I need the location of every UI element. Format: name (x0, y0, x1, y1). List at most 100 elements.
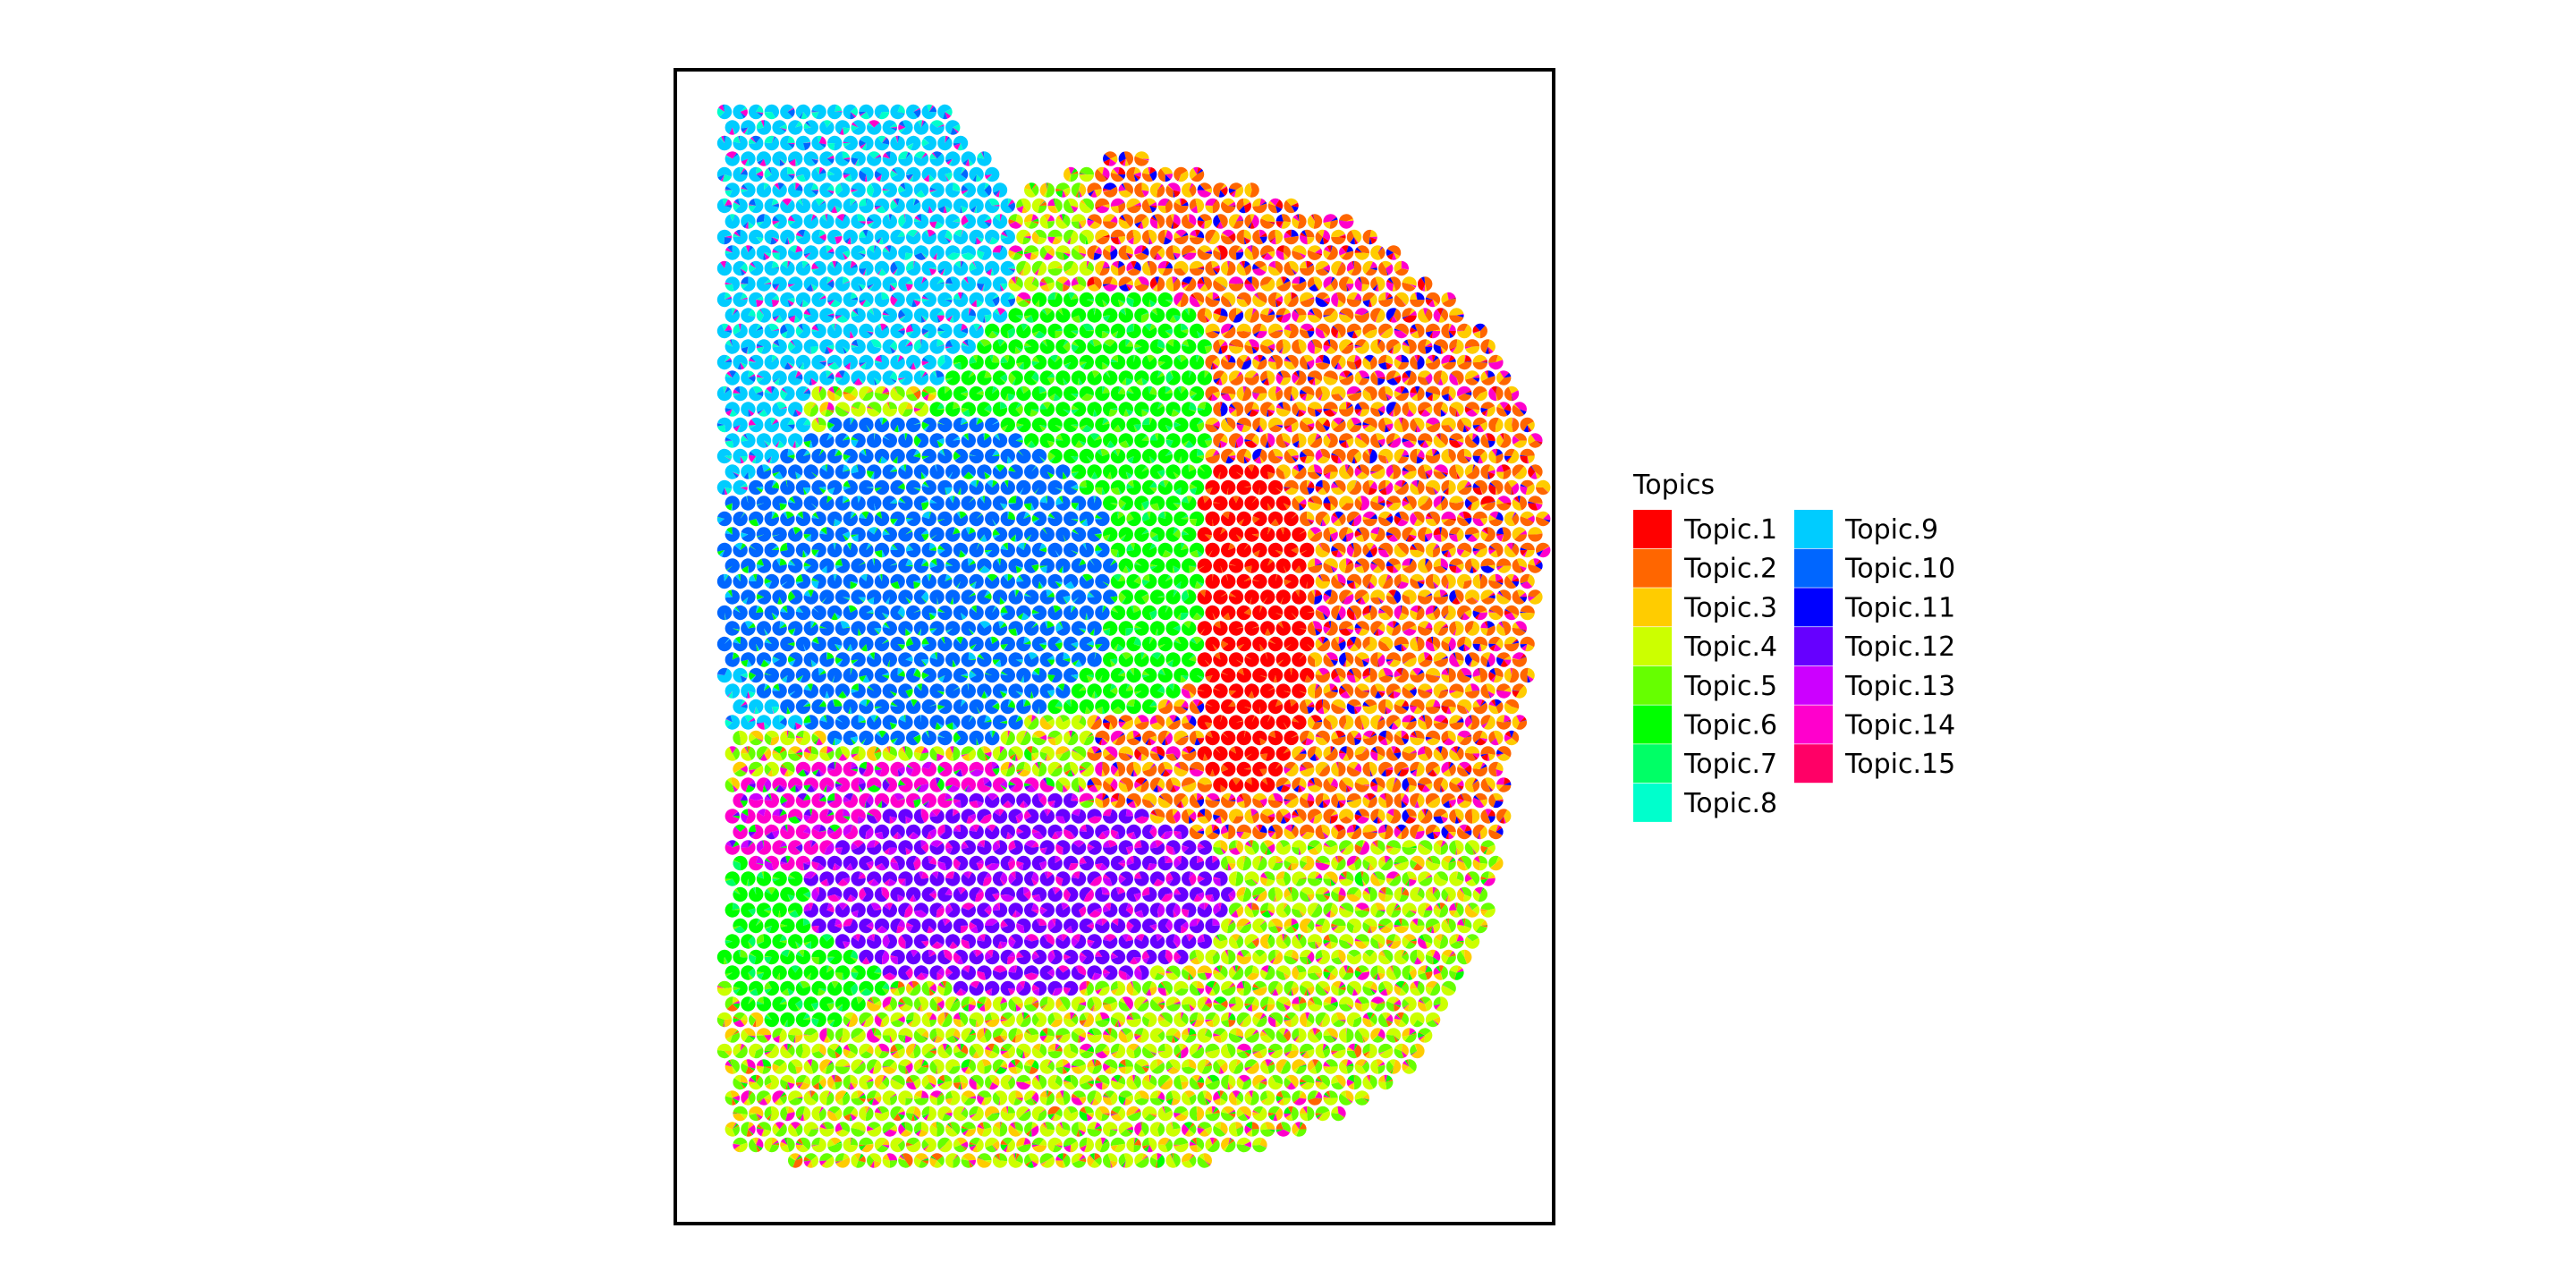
spot-pie (937, 104, 953, 120)
spot-slice (1021, 206, 1029, 214)
spot-slice (1228, 201, 1236, 206)
spot-pie (898, 402, 913, 417)
spot-slice (1148, 229, 1157, 244)
spot-slice (810, 190, 818, 196)
spot-pie (1063, 198, 1079, 214)
spot-pie (741, 245, 756, 260)
spot-pie (1165, 276, 1181, 292)
spot-pie (756, 308, 772, 323)
spot-slice (937, 104, 952, 119)
spot-pie (921, 135, 936, 151)
spot-slice (1023, 214, 1034, 223)
spot-pie (992, 402, 1008, 417)
spot-pie (1449, 402, 1464, 417)
spot-slice (1165, 245, 1175, 260)
spot-slice (962, 190, 969, 197)
spot-slice (740, 268, 747, 275)
spot-pie (1307, 433, 1323, 448)
spot-pie (1110, 166, 1126, 182)
spot-slice (738, 136, 741, 143)
spot-slice (787, 106, 794, 112)
spot-slice (832, 260, 836, 268)
spot-pie (905, 479, 921, 496)
spot-slice (1228, 188, 1236, 194)
spot-pie (977, 245, 992, 260)
spot-slice (771, 199, 779, 206)
spot-pie (1079, 292, 1094, 308)
spot-slice (859, 104, 874, 119)
spot-pie (1221, 198, 1236, 214)
spot-pie (1496, 402, 1512, 417)
spot-slice (724, 204, 733, 208)
spot-slice (1157, 183, 1164, 191)
spot-pie (756, 276, 772, 292)
spot-slice (1212, 268, 1218, 275)
spot-pie (826, 166, 843, 182)
spot-pie (1095, 292, 1110, 308)
spot-slice (835, 260, 839, 268)
spot-slice (992, 245, 1002, 253)
spot-pie (906, 229, 921, 245)
spot-slice (771, 237, 779, 242)
spot-pie (1031, 292, 1047, 308)
spot-slice (874, 104, 890, 118)
spot-pie (1378, 417, 1394, 433)
spot-slice (1023, 464, 1039, 479)
spot-pie (803, 402, 819, 417)
spot-pie (977, 308, 992, 323)
spot-slice (742, 276, 756, 292)
spot-slice (913, 107, 920, 112)
spot-pie (961, 339, 976, 354)
spot-pie (1331, 417, 1346, 433)
spot-pie (1165, 214, 1181, 229)
spot-pie (1181, 370, 1197, 386)
spot-slice (757, 158, 764, 165)
spot-pie (1103, 151, 1118, 166)
spot-slice (1368, 237, 1372, 245)
spot-slice (924, 230, 929, 237)
spot-slice (988, 237, 993, 244)
spot-slice (1292, 276, 1300, 284)
spot-pie (1488, 448, 1504, 464)
spot-pie (1236, 292, 1251, 308)
spot-pie (1023, 182, 1039, 198)
spot-pie (1394, 386, 1410, 402)
spot-pie (1228, 182, 1244, 198)
spot-pie (1252, 292, 1267, 308)
spot-slice (745, 221, 749, 229)
spot-slice (889, 214, 893, 222)
spot-pie (882, 464, 897, 479)
spot-pie (1394, 323, 1410, 339)
spot-slice (1053, 198, 1055, 206)
spot-pie (1244, 245, 1259, 260)
spot-slice (801, 112, 808, 120)
spot-slice (741, 246, 756, 260)
spot-pie (890, 448, 905, 464)
spot-slice (882, 152, 890, 159)
spot-pie (1016, 448, 1031, 464)
spot-slice (892, 268, 898, 275)
spot-pie (985, 292, 1000, 308)
spot-pie (1410, 386, 1425, 402)
spot-slice (1204, 249, 1212, 253)
spot-slice (1141, 284, 1149, 286)
spot-slice (905, 260, 914, 272)
spot-slice (741, 182, 756, 198)
spot-slice (760, 120, 764, 128)
spot-slice (1126, 166, 1136, 182)
spot-pie (1000, 386, 1015, 402)
spot-pie (898, 120, 913, 135)
spot-slice (716, 261, 733, 276)
spot-pie (1087, 464, 1102, 479)
spot-slice (1175, 229, 1187, 237)
spot-pie (1055, 214, 1071, 229)
spot-slice (803, 142, 811, 143)
spot-slice (1174, 201, 1189, 214)
spot-pie (1008, 214, 1023, 229)
spot-pie (1378, 260, 1394, 276)
spot-pie (1528, 433, 1543, 448)
spot-pie (827, 354, 843, 370)
spot-slice (826, 190, 834, 195)
spot-slice (1134, 277, 1142, 287)
